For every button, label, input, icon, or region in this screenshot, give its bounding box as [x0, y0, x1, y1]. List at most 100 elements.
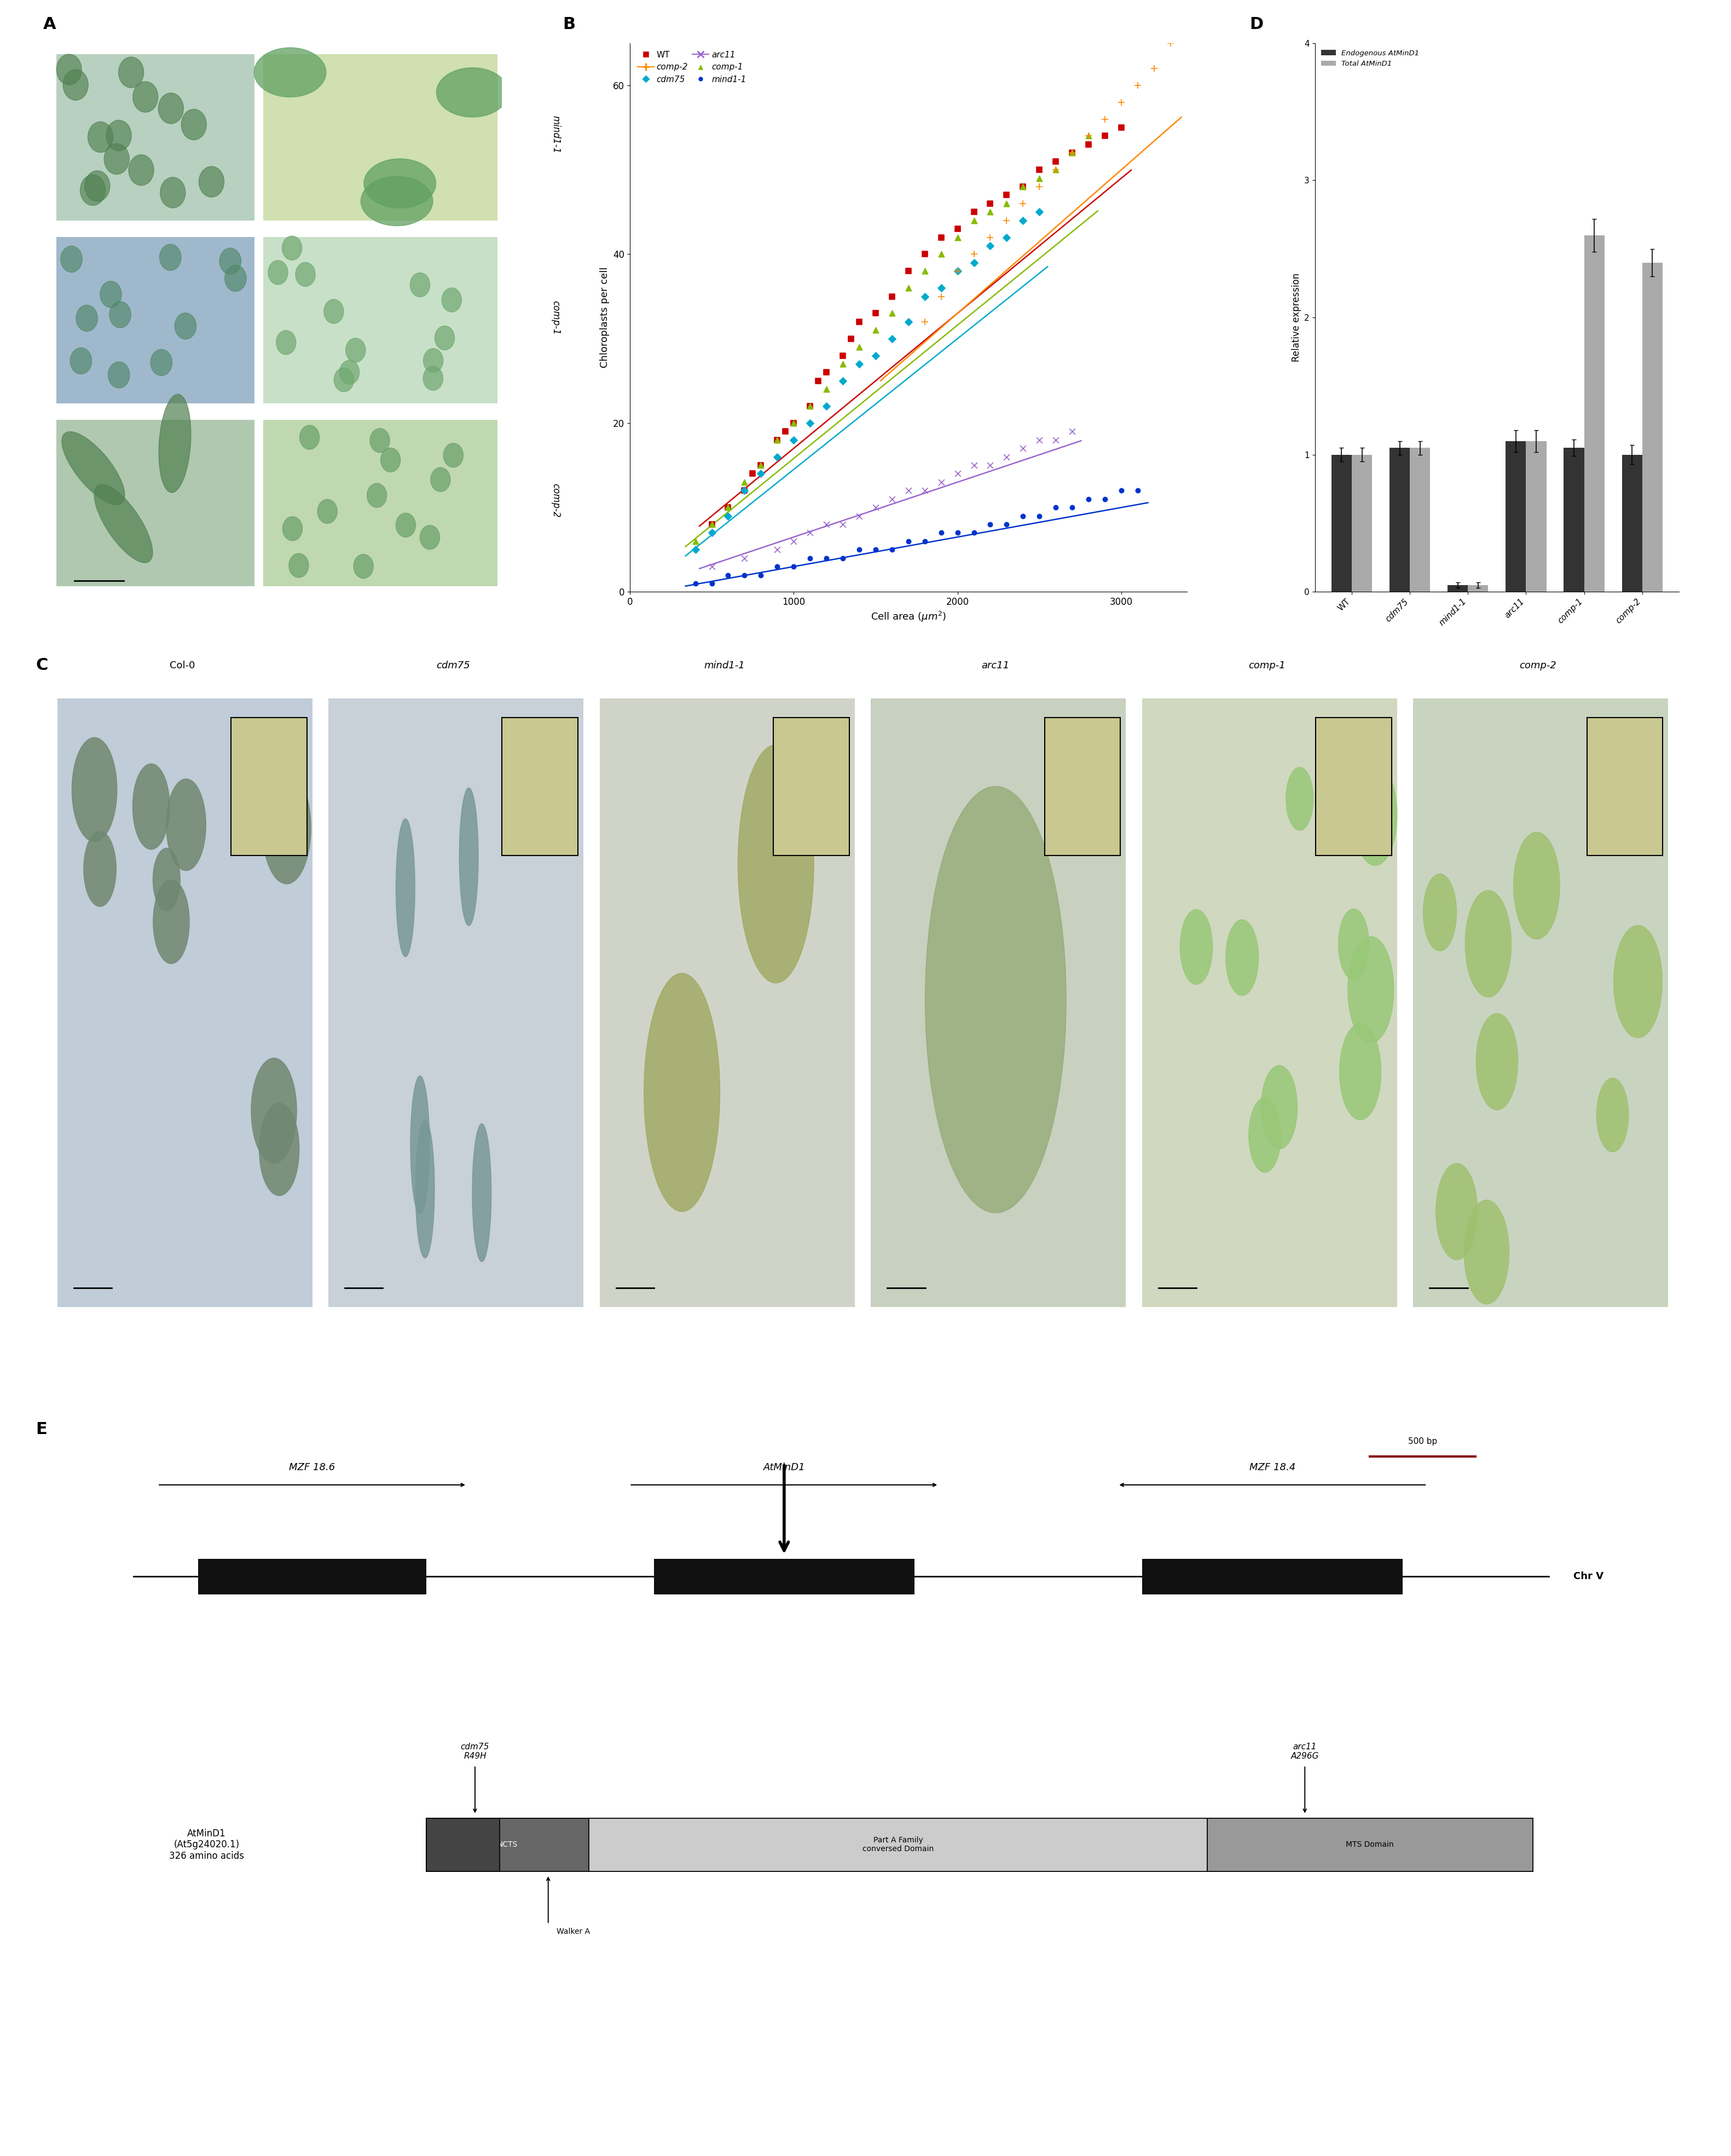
Point: [763, 440, 791, 474]
Point: [781, 524, 808, 558]
Point: [1025, 194, 1052, 229]
Point: [715, 489, 743, 524]
Point: [698, 550, 725, 584]
Circle shape: [1596, 1078, 1629, 1151]
Point: [812, 388, 840, 423]
Text: C: C: [36, 658, 48, 673]
Circle shape: [296, 263, 315, 287]
Circle shape: [1354, 763, 1397, 865]
Bar: [1527, 442, 1546, 593]
Circle shape: [260, 1104, 299, 1197]
Point: [878, 481, 905, 515]
X-axis label: Cell area ($\mu m^2$): Cell area ($\mu m^2$): [871, 610, 947, 623]
Bar: [426, 1818, 500, 1871]
Text: comp-1: comp-1: [550, 300, 561, 334]
Point: [845, 347, 872, 382]
Ellipse shape: [473, 1123, 492, 1261]
Text: arc11
A296G: arc11 A296G: [1291, 1742, 1319, 1761]
Point: [928, 278, 956, 313]
Point: [1042, 423, 1070, 457]
Circle shape: [317, 500, 338, 524]
Point: [845, 498, 872, 533]
Bar: [426, 1818, 589, 1871]
Point: [976, 507, 1004, 541]
Ellipse shape: [410, 1076, 429, 1214]
Point: [763, 423, 791, 457]
Circle shape: [128, 155, 154, 185]
Bar: [599, 699, 855, 1307]
Bar: [1331, 455, 1352, 593]
Circle shape: [104, 144, 130, 175]
Point: [730, 474, 758, 509]
Circle shape: [1437, 1164, 1478, 1259]
Point: [895, 524, 923, 558]
Point: [911, 237, 938, 272]
Circle shape: [1348, 936, 1393, 1044]
Point: [829, 338, 857, 373]
Text: cdm75
R49H: cdm75 R49H: [460, 1742, 490, 1761]
Point: [895, 304, 923, 338]
Point: [895, 254, 923, 289]
Bar: [1207, 1818, 1532, 1871]
Text: A: A: [43, 17, 55, 32]
Point: [682, 524, 710, 558]
Point: [961, 237, 988, 272]
Circle shape: [100, 280, 121, 308]
Point: [911, 524, 938, 558]
Bar: [329, 699, 583, 1307]
Bar: [199, 1559, 426, 1593]
Point: [715, 489, 743, 524]
Text: cdm75: cdm75: [436, 660, 471, 671]
Point: [829, 364, 857, 399]
Ellipse shape: [396, 819, 415, 957]
Bar: [1563, 448, 1584, 593]
Circle shape: [1513, 832, 1560, 940]
Ellipse shape: [644, 972, 720, 1212]
Point: [976, 229, 1004, 263]
Circle shape: [161, 177, 185, 207]
Bar: [654, 1559, 914, 1593]
Circle shape: [1423, 873, 1456, 951]
Point: [1025, 153, 1052, 188]
Circle shape: [381, 448, 400, 472]
Point: [878, 295, 905, 330]
Bar: [57, 54, 254, 220]
Circle shape: [152, 880, 189, 964]
Point: [862, 313, 890, 347]
Point: [829, 541, 857, 576]
Point: [976, 185, 1004, 220]
Point: [911, 254, 938, 289]
Point: [943, 254, 971, 289]
Circle shape: [346, 338, 365, 362]
Bar: [1352, 455, 1373, 593]
Circle shape: [152, 847, 180, 912]
Point: [781, 405, 808, 440]
Point: [812, 541, 840, 576]
Circle shape: [339, 360, 360, 384]
Circle shape: [1286, 768, 1314, 830]
Point: [976, 194, 1004, 229]
Circle shape: [282, 235, 301, 261]
Point: [1058, 136, 1085, 170]
Bar: [1584, 235, 1605, 593]
Bar: [589, 1818, 1207, 1871]
Point: [772, 414, 800, 448]
Circle shape: [71, 347, 92, 375]
Ellipse shape: [415, 1119, 434, 1257]
Point: [1058, 414, 1085, 448]
Circle shape: [396, 513, 415, 537]
Circle shape: [1613, 925, 1662, 1037]
Point: [1156, 26, 1184, 60]
Bar: [1142, 699, 1397, 1307]
Point: [1075, 127, 1103, 162]
Point: [730, 466, 758, 500]
Point: [781, 550, 808, 584]
Point: [1009, 170, 1037, 205]
Point: [812, 356, 840, 390]
Point: [961, 448, 988, 483]
Circle shape: [299, 425, 320, 448]
Text: MZF 18.4: MZF 18.4: [1250, 1462, 1295, 1473]
Circle shape: [431, 468, 450, 492]
Point: [994, 177, 1021, 211]
Point: [781, 405, 808, 440]
